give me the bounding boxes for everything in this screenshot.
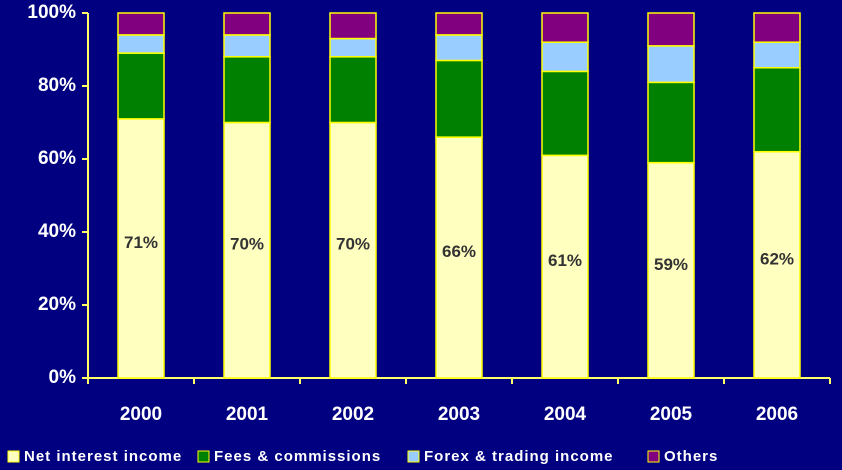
bar-segment [223,121,271,379]
bar-segment [329,37,377,58]
bar-segment [541,70,589,157]
bar-segment [753,12,801,43]
x-tick-label: 2001 [226,404,269,425]
legend-label: Others [664,448,718,465]
legend-swatch [407,450,420,463]
bar-segment [541,41,589,73]
bar-segment [435,136,483,379]
bar-segment [329,12,377,40]
bar-segment [117,52,165,120]
bar-segment [753,67,801,153]
legend-swatch [197,450,210,463]
x-tick-label: 2005 [650,404,693,425]
legend-swatch [7,450,20,463]
y-tick-label: 60% [38,148,76,169]
bar-segment [647,81,695,164]
bar-segment [329,121,377,379]
y-tick-label: 0% [49,367,77,388]
bar-segment [647,161,695,379]
x-tick-label: 2004 [544,404,587,425]
legend-label: Net interest income [24,448,182,465]
bar-segment [435,12,483,36]
data-label: 61% [548,251,582,270]
bar-segment [223,12,271,36]
bar-segment [753,150,801,379]
legend-swatch [647,450,660,463]
y-tick-label: 80% [38,75,76,96]
data-label: 59% [654,255,688,274]
bar-segment [117,34,165,54]
x-tick-label: 2002 [332,404,374,425]
bar-segment [117,12,165,36]
bar-segment [329,56,377,124]
legend-label: Fees & commissions [214,448,381,465]
bar-segment [541,154,589,379]
data-label: 71% [124,233,158,252]
bar-segment [223,34,271,58]
data-label: 62% [760,249,794,268]
bar-segment [647,12,695,47]
y-tick-label: 40% [38,221,76,242]
x-tick-label: 2000 [120,404,162,425]
data-label: 70% [230,235,264,254]
bar-segment [435,34,483,62]
bar-segment [223,56,271,124]
legend-label: Forex & trading income [424,448,614,465]
y-tick-label: 20% [38,294,76,315]
bar-segment [435,59,483,138]
y-tick-label: 100% [27,2,76,23]
bar-segment [647,45,695,84]
data-label: 70% [336,235,370,254]
bar-segment [541,12,589,43]
x-tick-label: 2006 [756,404,798,425]
bar-segment [753,41,801,69]
data-label: 66% [442,242,476,261]
x-tick-label: 2003 [438,404,480,425]
